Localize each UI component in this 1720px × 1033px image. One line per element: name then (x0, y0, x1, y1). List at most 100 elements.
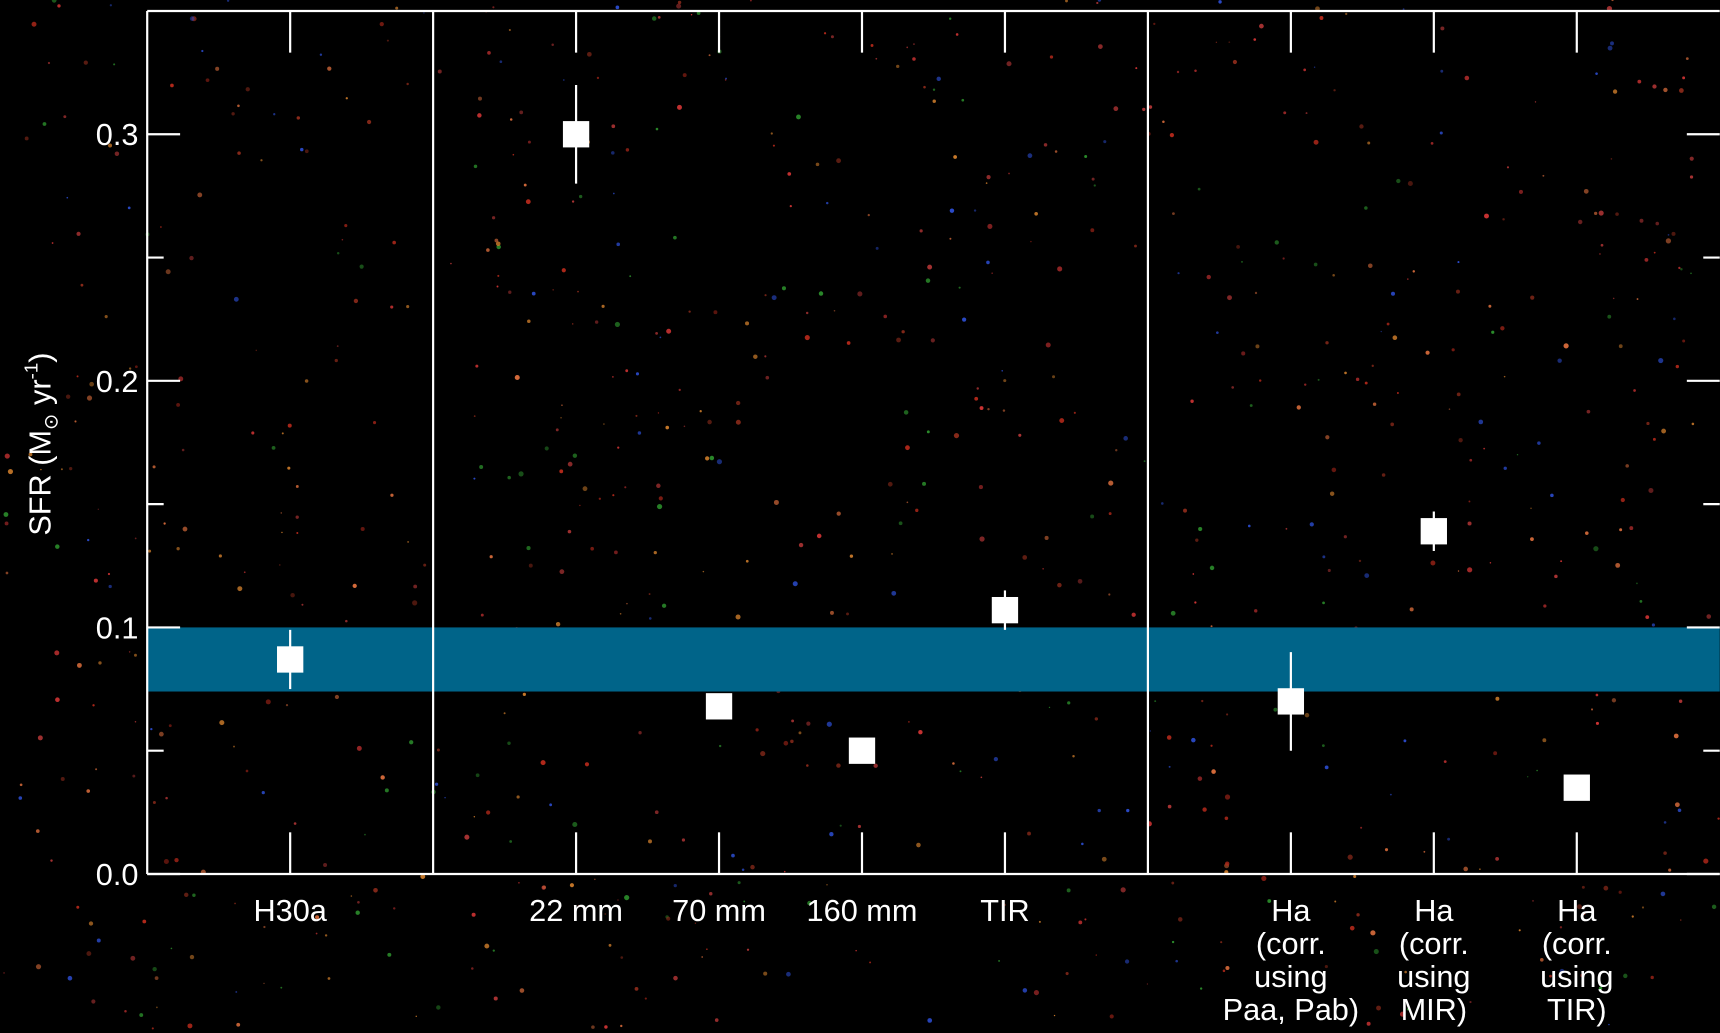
star (1225, 966, 1229, 970)
star (152, 967, 156, 971)
star (1054, 1015, 1055, 1016)
star (1147, 983, 1148, 984)
star (836, 763, 840, 767)
star (1225, 816, 1229, 820)
star (1192, 573, 1194, 575)
star (638, 431, 641, 434)
star (156, 1006, 158, 1008)
star (1177, 272, 1179, 274)
star (753, 354, 757, 358)
star (1161, 502, 1164, 505)
star (648, 839, 652, 843)
star (290, 593, 294, 597)
star (1629, 526, 1633, 530)
star (190, 16, 195, 21)
star (1170, 133, 1174, 137)
star (373, 421, 376, 424)
star (1430, 561, 1435, 566)
star (184, 893, 188, 897)
star (1452, 348, 1455, 351)
star (1469, 459, 1472, 462)
star (1332, 274, 1335, 277)
star (918, 730, 922, 734)
x-tick-label: (corr. (1256, 926, 1326, 961)
star (1191, 738, 1195, 742)
star (297, 116, 300, 119)
star (1686, 57, 1689, 60)
star (666, 329, 671, 334)
star (635, 415, 637, 417)
star (658, 412, 659, 413)
star (1275, 240, 1279, 244)
y-axis-label: SFR (M⊙ yr-1) (21, 353, 63, 536)
star (986, 175, 990, 179)
star (806, 312, 808, 314)
star (891, 553, 893, 555)
star (836, 158, 841, 163)
star (1440, 26, 1444, 30)
star (48, 62, 50, 64)
reference-band (147, 627, 1720, 691)
star (1227, 295, 1232, 300)
star (1194, 601, 1196, 603)
star (706, 948, 708, 950)
star (325, 934, 327, 936)
star (524, 184, 527, 187)
star (655, 810, 659, 814)
star (507, 476, 511, 480)
star (152, 1027, 154, 1029)
star (1154, 700, 1156, 702)
star (1610, 41, 1614, 45)
star (493, 949, 495, 951)
star (587, 52, 592, 57)
y-tick-label: 0.3 (96, 117, 139, 152)
star (251, 431, 254, 434)
star (234, 297, 239, 302)
star (1322, 555, 1325, 558)
star (497, 286, 499, 288)
star (1171, 611, 1176, 616)
star (393, 907, 395, 909)
star (519, 111, 523, 115)
star (435, 783, 438, 786)
star (492, 216, 495, 219)
star (135, 721, 137, 723)
star (931, 338, 935, 342)
star (545, 446, 549, 450)
star (691, 14, 692, 15)
star (1149, 105, 1153, 109)
star (1585, 531, 1589, 535)
star (1663, 88, 1667, 92)
data-point (1564, 775, 1590, 801)
star (1484, 214, 1489, 219)
star (237, 151, 241, 155)
star (806, 722, 810, 726)
star (635, 987, 639, 991)
star (620, 613, 622, 615)
star (542, 885, 546, 889)
star (390, 494, 393, 497)
star (1564, 343, 1569, 348)
star (201, 50, 203, 52)
star (395, 7, 398, 10)
x-tick-label: Ha (1414, 893, 1454, 928)
star (108, 573, 110, 575)
star (920, 229, 923, 232)
star (1680, 268, 1682, 270)
star (787, 172, 791, 176)
star (1115, 449, 1117, 451)
star (197, 193, 202, 198)
star (974, 209, 976, 211)
star (1423, 851, 1425, 853)
star (282, 432, 284, 434)
star (63, 115, 66, 118)
star (1491, 331, 1494, 334)
star (986, 261, 990, 265)
star (1582, 886, 1585, 889)
star (1397, 392, 1399, 394)
star (494, 996, 498, 1000)
star (896, 65, 899, 68)
star (1690, 273, 1692, 275)
star (294, 822, 297, 825)
star (1314, 140, 1319, 145)
